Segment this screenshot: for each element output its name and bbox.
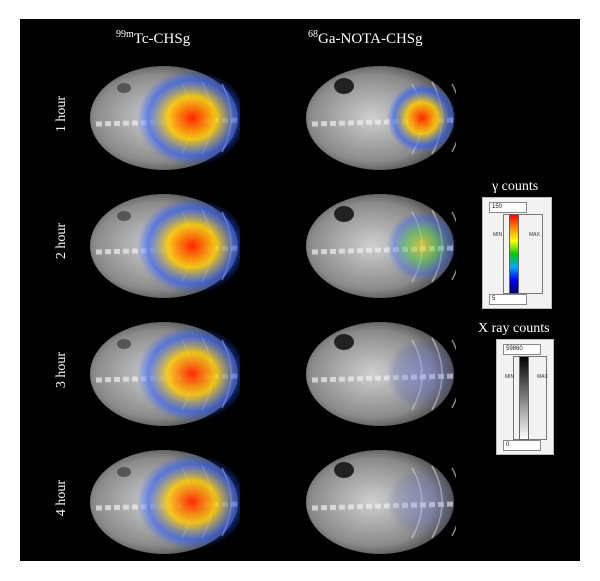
gamma-colorbar: 150 MIN MAX 5 bbox=[482, 197, 552, 309]
row-label-3-hour: 3 hour bbox=[54, 351, 69, 389]
scan-ga-2h bbox=[306, 194, 456, 298]
gamma-min-label: MIN bbox=[493, 232, 503, 238]
column-title-ga: 68Ga-NOTA-CHSg bbox=[308, 29, 423, 47]
gamma-min-value: 5 bbox=[489, 294, 527, 305]
scan-tc-4h bbox=[90, 450, 240, 554]
scan-ga-1h bbox=[306, 66, 456, 170]
row-label-4-hour: 4 hour bbox=[54, 479, 69, 517]
column-title-tc: 99mTc-CHSg bbox=[116, 29, 191, 47]
gamma-track bbox=[503, 214, 543, 294]
gamma-legend-title: γ counts bbox=[492, 179, 539, 194]
xray-max-label: MAX bbox=[537, 374, 548, 380]
gamma-max-label: MAX bbox=[529, 232, 540, 238]
scan-ga-3h bbox=[306, 322, 456, 426]
scan-tc-2h bbox=[90, 194, 240, 298]
xray-colorbar: 59860 MIN MAX 0 bbox=[496, 339, 554, 455]
xray-legend-title: X ray counts bbox=[478, 321, 550, 336]
xray-max-value: 59860 bbox=[503, 344, 541, 355]
xray-track bbox=[513, 356, 547, 440]
figure-panel: 99mTc-CHSg 68Ga-NOTA-CHSg 1 hour 2 hour … bbox=[20, 19, 580, 561]
scan-tc-1h bbox=[90, 66, 240, 170]
xray-min-label: MIN bbox=[505, 374, 515, 380]
scan-tc-3h bbox=[90, 322, 240, 426]
gamma-gradient-bar bbox=[509, 214, 519, 294]
gamma-max-value: 150 bbox=[489, 202, 527, 213]
row-label-2-hour: 2 hour bbox=[54, 222, 69, 260]
scan-ga-4h bbox=[306, 450, 456, 554]
xray-gradient-bar bbox=[519, 356, 529, 440]
xray-min-value: 0 bbox=[503, 440, 541, 451]
row-label-1-hour: 1 hour bbox=[54, 95, 69, 133]
